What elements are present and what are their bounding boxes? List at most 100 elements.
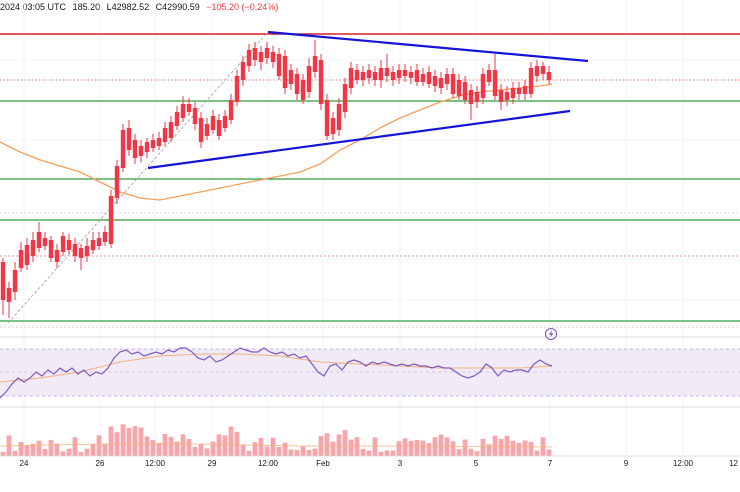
candle bbox=[288, 64, 294, 90]
volume-bar bbox=[126, 427, 132, 456]
candle bbox=[276, 48, 282, 80]
x-axis-tick: 9 bbox=[624, 459, 629, 468]
candle bbox=[294, 68, 300, 100]
volume-bar bbox=[0, 452, 6, 456]
x-axis-tick: 12:00 bbox=[673, 459, 694, 468]
volume-bar bbox=[528, 441, 534, 456]
volume-bar bbox=[390, 450, 396, 456]
rsi-moving-average bbox=[0, 353, 553, 383]
candle bbox=[534, 60, 540, 82]
volume-bar bbox=[294, 449, 300, 456]
candle bbox=[36, 222, 42, 252]
x-axis-tick: Feb bbox=[316, 459, 330, 468]
upper-trendline[interactable] bbox=[267, 30, 589, 63]
candle bbox=[330, 112, 336, 140]
volume-bar bbox=[234, 431, 240, 456]
volume-bar bbox=[510, 440, 516, 456]
volume-bar bbox=[12, 450, 18, 456]
volume-bar bbox=[306, 449, 312, 456]
candle bbox=[444, 68, 450, 90]
volume-bar bbox=[372, 437, 378, 456]
candle bbox=[354, 64, 360, 84]
volume-bar bbox=[414, 439, 420, 456]
candle bbox=[306, 58, 312, 98]
volume-bar bbox=[120, 424, 126, 456]
candle bbox=[546, 66, 552, 84]
candle bbox=[6, 282, 12, 318]
volume-bar bbox=[492, 435, 498, 456]
candle bbox=[150, 134, 156, 152]
volume-bar bbox=[264, 446, 270, 456]
ohlc-legend: 2024 03:05 UTC 185.20 L42982.52 C42990.5… bbox=[0, 2, 282, 12]
volume-bar bbox=[66, 448, 72, 456]
candle bbox=[540, 62, 546, 80]
candle bbox=[372, 66, 378, 86]
x-axis-tick: 24 bbox=[20, 459, 29, 468]
candle bbox=[390, 66, 396, 86]
volume-bar bbox=[72, 437, 78, 456]
x-axis-tick: 12 bbox=[729, 459, 738, 468]
volume-bar bbox=[210, 441, 216, 456]
volume-bar bbox=[366, 450, 372, 456]
volume-bar bbox=[246, 450, 252, 456]
candle bbox=[126, 120, 132, 156]
volume-bar bbox=[90, 444, 96, 456]
candle bbox=[168, 116, 174, 142]
volume-bar bbox=[456, 449, 462, 456]
candle bbox=[396, 64, 402, 84]
candle bbox=[0, 258, 6, 315]
candle bbox=[198, 112, 204, 148]
volume-bar bbox=[138, 427, 144, 456]
volume-bar bbox=[342, 430, 348, 456]
volume-bar bbox=[24, 445, 30, 456]
lower-trendline[interactable] bbox=[147, 109, 571, 170]
x-axis-tick: 29 bbox=[208, 459, 217, 468]
volume-bar bbox=[504, 435, 510, 456]
candle bbox=[30, 232, 36, 262]
x-axis-tick: 5 bbox=[474, 459, 479, 468]
volume-bar bbox=[102, 444, 108, 456]
date-label: 2024 03:05 UTC bbox=[0, 2, 67, 12]
candle bbox=[342, 78, 348, 118]
x-axis-tick: 3 bbox=[398, 459, 403, 468]
volume-bar bbox=[354, 437, 360, 456]
volume-bar bbox=[408, 440, 414, 456]
candle bbox=[192, 102, 198, 130]
volume-bar bbox=[516, 442, 522, 456]
volume-bar bbox=[54, 443, 60, 456]
candle bbox=[216, 114, 222, 140]
rsi-line bbox=[0, 347, 553, 399]
candle bbox=[54, 244, 60, 268]
volume-bar bbox=[174, 441, 180, 456]
candle bbox=[78, 244, 84, 270]
volume-bar bbox=[240, 444, 246, 456]
candle bbox=[420, 68, 426, 86]
candle bbox=[156, 132, 162, 150]
volume-bar bbox=[48, 439, 54, 456]
candle bbox=[408, 66, 414, 84]
candle bbox=[42, 232, 48, 250]
volume-bar bbox=[288, 449, 294, 456]
candle bbox=[318, 54, 324, 110]
volume-bar bbox=[162, 434, 168, 456]
volume-bar bbox=[312, 448, 318, 456]
volume-bar bbox=[348, 439, 354, 456]
candle bbox=[450, 68, 456, 98]
volume-bar bbox=[534, 450, 540, 456]
candle bbox=[384, 54, 390, 82]
volume-bar bbox=[384, 450, 390, 456]
candle bbox=[162, 122, 168, 146]
candle bbox=[492, 54, 498, 100]
volume-bar bbox=[108, 426, 114, 456]
volume-bar bbox=[378, 451, 384, 456]
candle bbox=[438, 72, 444, 94]
volume-bar bbox=[330, 441, 336, 456]
candle bbox=[378, 60, 384, 88]
volume-bar bbox=[468, 448, 474, 456]
volume-bar bbox=[462, 439, 468, 456]
lightning-bolt-icon[interactable] bbox=[544, 327, 558, 341]
volume-bar bbox=[132, 426, 138, 456]
candle bbox=[180, 96, 186, 122]
